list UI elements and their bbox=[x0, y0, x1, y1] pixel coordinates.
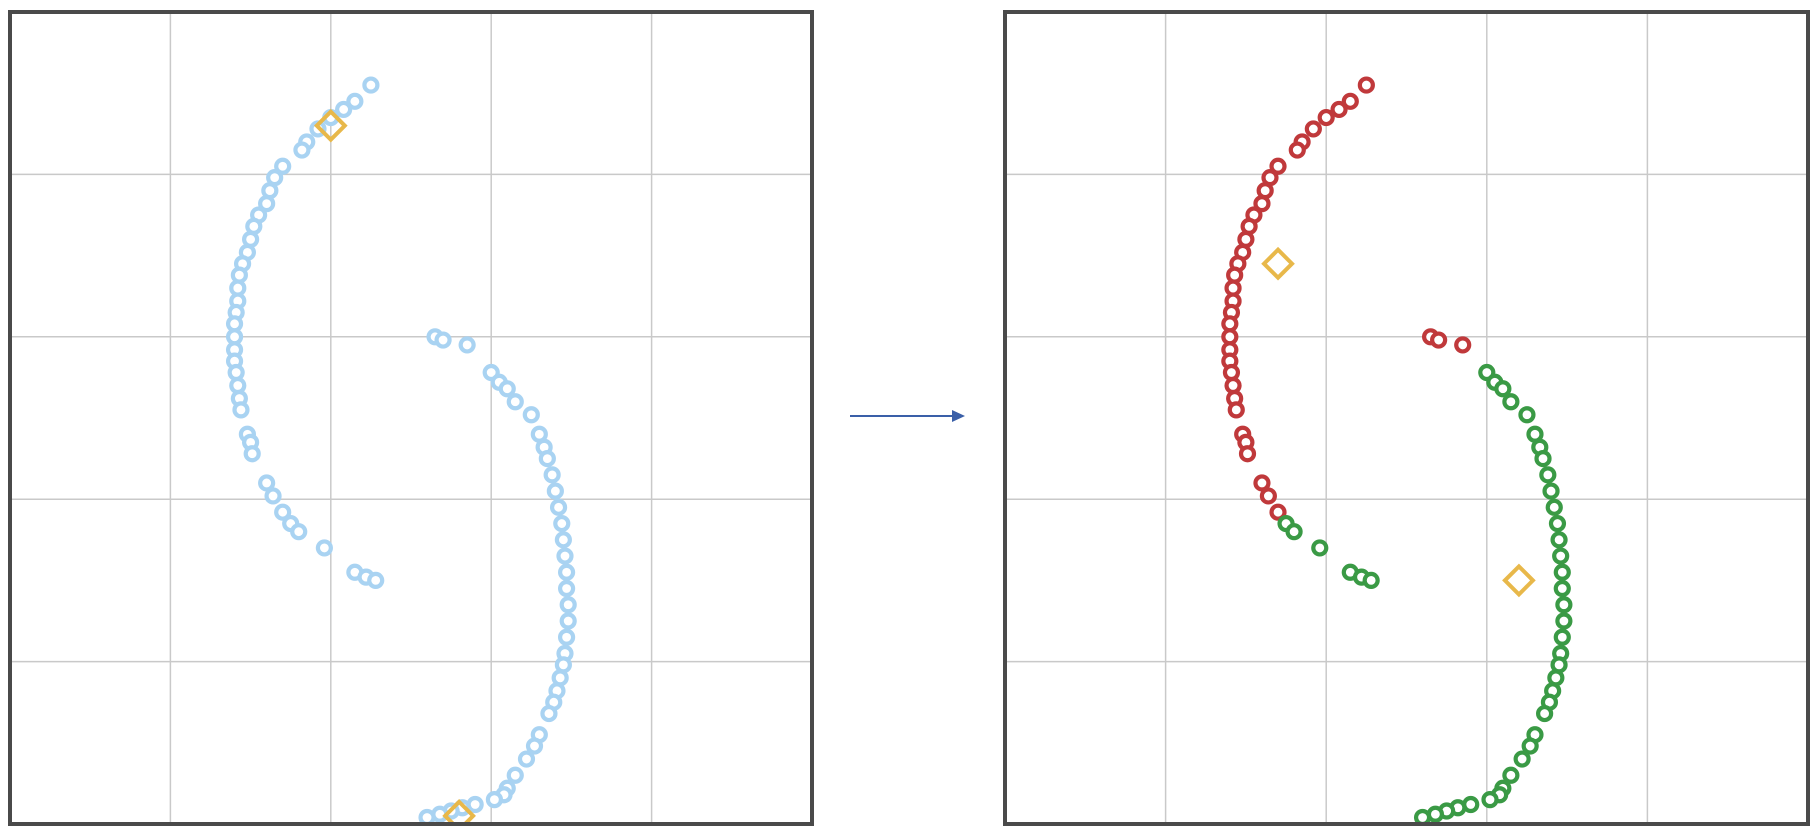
data-point-points bbox=[315, 539, 333, 557]
data-point-cluster-a bbox=[1269, 157, 1287, 175]
arrow-head bbox=[952, 410, 965, 422]
data-point-points bbox=[557, 628, 576, 646]
data-point-cluster-b bbox=[1518, 406, 1536, 424]
data-point-cluster-a bbox=[1430, 331, 1448, 349]
data-point-cluster-b bbox=[1521, 737, 1539, 755]
data-point-points bbox=[418, 808, 436, 824]
data-point-points bbox=[553, 514, 571, 533]
data-point-cluster-a bbox=[1454, 336, 1472, 354]
data-point-points bbox=[346, 92, 364, 110]
data-point-points bbox=[506, 766, 524, 784]
data-point-cluster-b bbox=[1553, 579, 1571, 598]
data-point-points bbox=[546, 482, 564, 500]
data-point-cluster-b bbox=[1362, 571, 1380, 590]
data-point-points bbox=[362, 76, 380, 94]
data-point-cluster-a bbox=[1357, 76, 1375, 94]
data-point-points bbox=[290, 523, 308, 541]
data-point-cluster-b bbox=[1285, 523, 1303, 541]
data-point-points bbox=[258, 474, 276, 492]
data-point-cluster-b bbox=[1513, 750, 1531, 768]
data-point-points bbox=[274, 503, 292, 521]
data-point-cluster-b bbox=[1550, 531, 1568, 549]
data-point-cluster-a bbox=[1304, 120, 1322, 138]
data-point-cluster-a bbox=[1227, 401, 1245, 419]
data-point-points bbox=[538, 450, 556, 468]
centroid-diamond bbox=[1502, 563, 1536, 598]
data-point-cluster-b bbox=[1553, 563, 1571, 581]
plot-background bbox=[10, 12, 812, 824]
plot-frame bbox=[1003, 10, 1810, 826]
data-point-points bbox=[367, 571, 385, 590]
centroid-diamond bbox=[313, 108, 348, 143]
data-point-points bbox=[517, 750, 536, 768]
data-point-cluster-b bbox=[1311, 539, 1329, 557]
data-point-points bbox=[335, 100, 353, 119]
data-point-cluster-b bbox=[1553, 628, 1571, 646]
data-point-points bbox=[557, 563, 576, 581]
data-point-points bbox=[506, 393, 524, 411]
data-point-points bbox=[559, 596, 577, 614]
data-point-cluster-b bbox=[1542, 482, 1560, 500]
data-point-cluster-a bbox=[1253, 195, 1271, 213]
data-point-cluster-a bbox=[1341, 92, 1359, 110]
data-point-cluster-b bbox=[1552, 547, 1570, 565]
after-panel bbox=[1003, 10, 1810, 826]
data-point-cluster-b bbox=[1555, 596, 1573, 614]
data-point-points bbox=[525, 737, 544, 755]
data-point-cluster-b bbox=[1494, 380, 1512, 398]
data-point-cluster-b bbox=[1413, 808, 1432, 824]
data-point-points bbox=[264, 487, 282, 505]
data-point-points bbox=[498, 380, 516, 398]
plot-frame bbox=[8, 10, 814, 826]
data-points-layer bbox=[225, 76, 577, 824]
data-point-cluster-a bbox=[1259, 487, 1277, 505]
data-point-cluster-b bbox=[1536, 704, 1554, 723]
data-point-points bbox=[522, 406, 540, 424]
data-point-cluster-b bbox=[1502, 393, 1520, 411]
data-point-points bbox=[485, 791, 504, 809]
data-point-points bbox=[274, 157, 292, 175]
transition-arrow bbox=[850, 410, 965, 422]
data-point-cluster-a bbox=[1330, 100, 1348, 119]
data-point-cluster-b bbox=[1481, 791, 1499, 809]
data-point-cluster-b bbox=[1502, 766, 1520, 784]
data-point-cluster-a bbox=[1253, 474, 1271, 492]
data-point-cluster-b bbox=[1539, 466, 1557, 484]
before-panel bbox=[8, 10, 814, 826]
plot-background bbox=[1005, 12, 1808, 824]
data-point-points bbox=[559, 612, 577, 630]
data-point-cluster-a bbox=[1288, 141, 1306, 159]
data-point-points bbox=[434, 331, 452, 349]
data-point-cluster-a bbox=[1238, 445, 1257, 463]
data-point-cluster-b bbox=[1548, 514, 1567, 533]
data-point-points bbox=[458, 336, 476, 354]
data-point-points bbox=[540, 704, 558, 723]
data-point-cluster-b bbox=[1555, 612, 1573, 630]
centroid-diamond bbox=[442, 799, 476, 824]
data-point-points bbox=[258, 195, 276, 213]
data-points-layer bbox=[1221, 76, 1573, 824]
data-point-cluster-a bbox=[1269, 503, 1287, 521]
data-point-points bbox=[293, 141, 311, 159]
centroid-diamond bbox=[1261, 246, 1295, 281]
data-point-cluster-a bbox=[1317, 108, 1335, 127]
data-point-points bbox=[543, 466, 561, 484]
data-point-points bbox=[232, 401, 250, 419]
data-point-points bbox=[549, 498, 568, 516]
data-point-cluster-b bbox=[1545, 498, 1563, 516]
data-point-points bbox=[554, 531, 572, 549]
data-point-points bbox=[556, 547, 574, 565]
data-point-points bbox=[243, 445, 261, 463]
data-point-cluster-b bbox=[1534, 450, 1552, 468]
data-point-points bbox=[557, 579, 576, 598]
